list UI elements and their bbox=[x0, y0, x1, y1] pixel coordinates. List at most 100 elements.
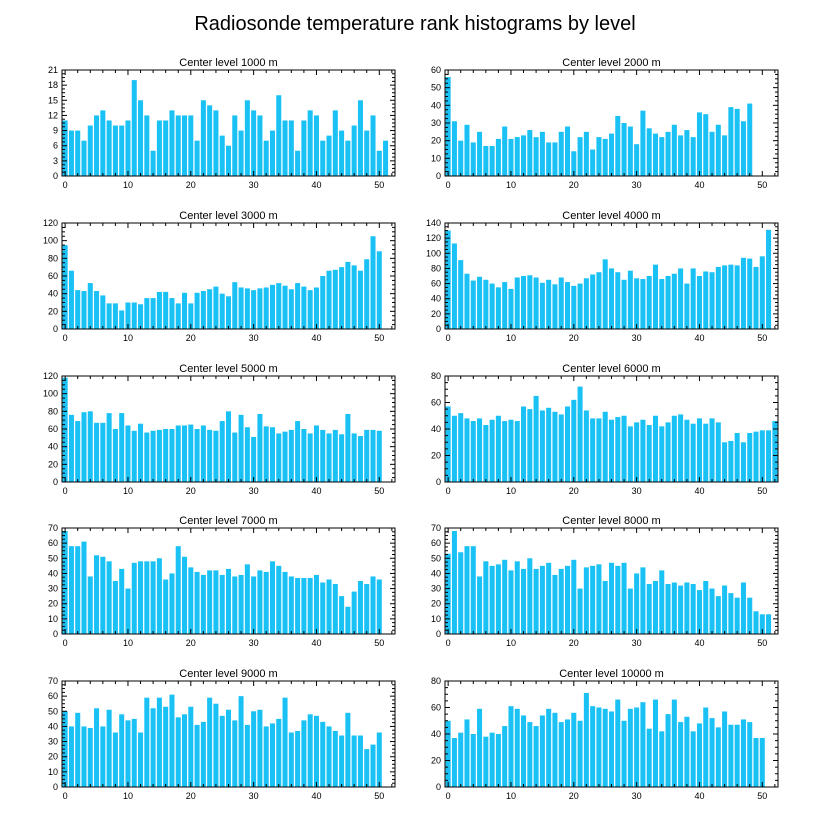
bar bbox=[138, 423, 144, 482]
x-tick-label: 0 bbox=[63, 791, 68, 801]
bar bbox=[169, 573, 175, 634]
bar bbox=[364, 429, 370, 482]
bar bbox=[489, 145, 495, 176]
bar bbox=[182, 115, 188, 176]
y-tick-label: 80 bbox=[431, 263, 441, 273]
x-tick-label: 40 bbox=[694, 638, 704, 648]
bar bbox=[621, 279, 627, 329]
bar bbox=[652, 699, 658, 787]
bar bbox=[87, 576, 93, 634]
bar bbox=[94, 291, 100, 329]
bar bbox=[131, 562, 137, 634]
bar bbox=[703, 271, 709, 329]
y-tick-label: 12 bbox=[48, 110, 58, 120]
bar bbox=[696, 418, 702, 482]
bar bbox=[495, 564, 501, 634]
bar bbox=[125, 425, 131, 482]
panel-1: Center level 2000 m 0 10 20 30 40 50 60 0 10 20 30 4… bbox=[431, 57, 779, 190]
bar bbox=[608, 268, 615, 329]
bar bbox=[345, 712, 351, 787]
bar bbox=[339, 596, 345, 634]
bar bbox=[313, 287, 319, 329]
bar bbox=[307, 290, 313, 329]
x-tick-label: 10 bbox=[123, 333, 133, 343]
bar bbox=[345, 606, 351, 634]
bar bbox=[596, 137, 602, 176]
bar bbox=[451, 531, 457, 634]
panel-6: Center level 7000 m 0 10 20 30 40 50 60 70 0 10 20 3… bbox=[48, 515, 396, 648]
bar bbox=[602, 581, 608, 634]
bar bbox=[370, 576, 376, 634]
bar bbox=[577, 386, 583, 482]
bar bbox=[652, 133, 658, 176]
bar bbox=[546, 562, 552, 634]
bar bbox=[766, 430, 772, 482]
bar bbox=[577, 588, 583, 634]
bar bbox=[282, 571, 288, 634]
bar bbox=[188, 706, 194, 787]
bar bbox=[621, 562, 627, 634]
panel-9: Center level 10000 m 0 20 40 60 80 0 10 20 30 40 50 bbox=[431, 668, 779, 801]
bar bbox=[175, 115, 181, 176]
bar bbox=[539, 131, 545, 176]
bar bbox=[94, 708, 100, 787]
bar bbox=[759, 430, 765, 482]
x-tick-label: 20 bbox=[186, 486, 196, 496]
x-tick-label: 50 bbox=[757, 638, 767, 648]
bar bbox=[81, 412, 87, 482]
bar bbox=[345, 261, 351, 329]
bar bbox=[295, 577, 301, 634]
bar bbox=[194, 140, 200, 176]
bar bbox=[747, 258, 753, 329]
bar bbox=[759, 737, 765, 787]
bar bbox=[295, 421, 301, 482]
bar bbox=[621, 720, 627, 787]
bar bbox=[251, 711, 257, 787]
bar bbox=[351, 591, 357, 634]
x-tick-label: 40 bbox=[311, 333, 321, 343]
bar bbox=[207, 570, 213, 634]
bar bbox=[282, 120, 288, 176]
y-tick-label: 60 bbox=[48, 271, 58, 281]
bar bbox=[207, 429, 213, 482]
bar bbox=[163, 120, 169, 176]
bar bbox=[376, 150, 382, 176]
x-tick-label: 10 bbox=[123, 486, 133, 496]
bar bbox=[571, 399, 577, 482]
bar bbox=[238, 287, 244, 329]
bar bbox=[357, 270, 363, 329]
bar bbox=[188, 115, 194, 176]
bar bbox=[295, 283, 301, 329]
bar bbox=[489, 565, 495, 634]
bar bbox=[495, 415, 501, 482]
bar bbox=[470, 280, 476, 329]
y-tick-label: 10 bbox=[48, 767, 58, 777]
bar bbox=[596, 564, 602, 634]
bar bbox=[150, 298, 156, 329]
bar bbox=[276, 95, 282, 176]
panel-title: Center level 7000 m bbox=[179, 515, 277, 527]
bar bbox=[269, 723, 275, 787]
bar bbox=[552, 712, 558, 787]
bar bbox=[213, 286, 219, 329]
bar bbox=[357, 581, 363, 634]
bar bbox=[200, 100, 206, 176]
bar bbox=[357, 436, 363, 482]
x-tick-label: 10 bbox=[123, 180, 133, 190]
bar bbox=[759, 256, 765, 329]
bar bbox=[213, 430, 219, 482]
bar bbox=[539, 282, 545, 329]
y-tick-label: 9 bbox=[53, 126, 58, 136]
bar bbox=[313, 425, 319, 482]
bar bbox=[583, 567, 589, 634]
bar bbox=[106, 413, 112, 482]
bar bbox=[590, 149, 596, 176]
bar bbox=[288, 429, 294, 482]
bar bbox=[527, 722, 533, 787]
bar bbox=[307, 714, 313, 787]
y-tick-label: 0 bbox=[53, 782, 58, 792]
bar bbox=[678, 268, 684, 329]
bar bbox=[734, 432, 740, 482]
bar bbox=[521, 135, 527, 176]
bar bbox=[376, 251, 382, 329]
